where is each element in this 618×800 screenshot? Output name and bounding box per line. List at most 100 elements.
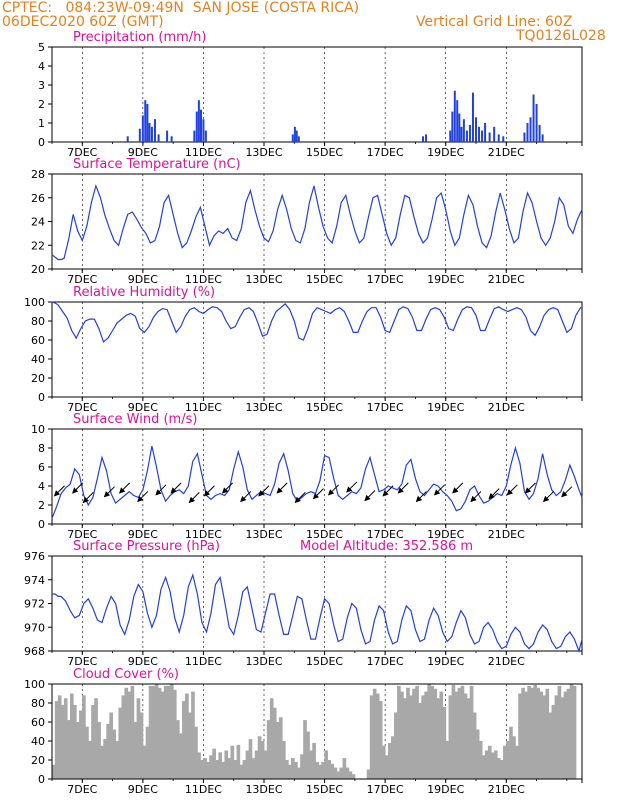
precip-bar [497,134,500,142]
cloud-bar [530,687,534,779]
cloud-bar [79,710,83,779]
cloud-bar [366,769,371,779]
cloud-bar [545,688,550,779]
wind-arrow [170,482,182,494]
precip-bar [126,136,129,142]
series-line [51,183,583,261]
cloud-bar [369,695,374,779]
precip-bar [202,119,205,142]
precip-bar [197,100,200,142]
cloud-bar [466,698,471,779]
cloud-bar [294,761,298,779]
precip-bar [200,109,203,142]
x-tick-label: 15DEC [306,528,343,541]
cloud-bar [412,688,416,779]
cloud-bar [221,761,226,779]
cloud-bar [163,685,168,779]
precip-bar [535,104,538,142]
y-tick-label: 0 [38,136,45,149]
panel-6: Cloud Cover (%) 7DEC 9DEC 11DEC 13DEC 15DEC 17… [24,667,583,796]
cloud-bar [230,745,235,779]
cloud-bar [472,712,477,779]
cloud-bar [260,741,265,779]
y-tick-label: 974 [24,574,45,587]
precip-bar [460,126,463,142]
precip-bar [425,134,428,142]
y-tick-label: 4 [38,60,45,73]
x-tick-label: 21DEC [488,783,525,796]
x-tick-label: 13DEC [245,401,282,414]
panel-4: Surface Wind (m/s) 7DEC 9DEC 11DEC 13DEC 15DE… [31,412,583,541]
cloud-bar [285,760,289,779]
cloud-bar [303,720,307,779]
cloud-bar [203,758,207,779]
precip-bar [297,136,300,142]
cloud-bar [451,684,456,779]
cloud-bar [560,697,565,779]
x-tick-label: 9DEC [128,273,158,286]
cloud-bar [51,764,56,779]
cloud-bar [394,712,398,779]
precip-bar [526,123,529,142]
x-tick-label: 15DEC [306,273,343,286]
wind-arrow [561,486,573,498]
cloud-bar [148,685,153,779]
cloud-bar [436,698,441,779]
panel-5: Surface Pressure (hPa) Model Altitude: 35… [24,539,583,668]
cloud-bar [375,693,380,779]
y-tick-label: 4 [38,480,45,493]
cloud-bar [569,684,574,779]
cloud-bar [242,760,247,779]
cloud-bar [269,698,274,779]
cloud-bar [82,695,86,779]
wind-arrow [364,490,376,502]
cloud-bar [154,684,159,779]
x-tick-label: 15DEC [306,783,343,796]
x-tick-label: 17DEC [367,273,404,286]
cloud-bar [336,771,341,779]
cloud-bar [524,691,528,779]
cloud-bar [139,712,144,779]
panel-title: Surface Wind (m/s) [73,412,197,427]
panel-title: Relative Humidity (%) [73,285,215,300]
plot-frame [51,555,583,652]
series-line [51,301,582,343]
x-tick-label: 11DEC [185,655,222,668]
cloud-bar [300,754,304,779]
cloud-bar [406,687,410,779]
header-run-date: 06DEC2020 60Z (GMT) [2,14,164,30]
cloud-bar [160,691,165,779]
cloud-bar [454,691,459,779]
y-tick-label: 60 [31,716,45,729]
cloud-bar [63,698,68,779]
y-tick-label: 0 [38,518,45,531]
cloud-bar [172,689,177,779]
cloud-bar [409,695,413,779]
cloud-bar [421,695,425,779]
cloud-bar [542,695,547,779]
cloud-bar [291,758,295,779]
x-tick-label: 9DEC [128,401,158,414]
cloud-bar [142,745,147,779]
y-tick-label: 3 [38,79,45,92]
cloud-bar [224,750,229,779]
cloud-bar [85,726,89,779]
cloud-bar [557,685,562,779]
cloud-bar [251,758,256,779]
cloud-bar [182,701,186,779]
cloud-bar [484,750,489,779]
y-tick-label: 20 [31,372,45,385]
precip-bar [478,126,481,142]
cloud-bar [66,720,71,779]
cloud-bar [197,752,201,779]
precip-bar [453,90,456,142]
plot-frame-overlay [51,683,583,780]
x-tick-label: 13DEC [245,783,282,796]
panel-title: Precipitation (mm/h) [73,30,206,45]
x-tick-label: 15DEC [306,655,343,668]
cloud-bar [257,736,262,779]
cloud-bar [397,685,401,779]
cloud-bar [185,693,189,779]
y-tick-label: 6 [38,461,45,474]
precip-bar [295,130,298,142]
